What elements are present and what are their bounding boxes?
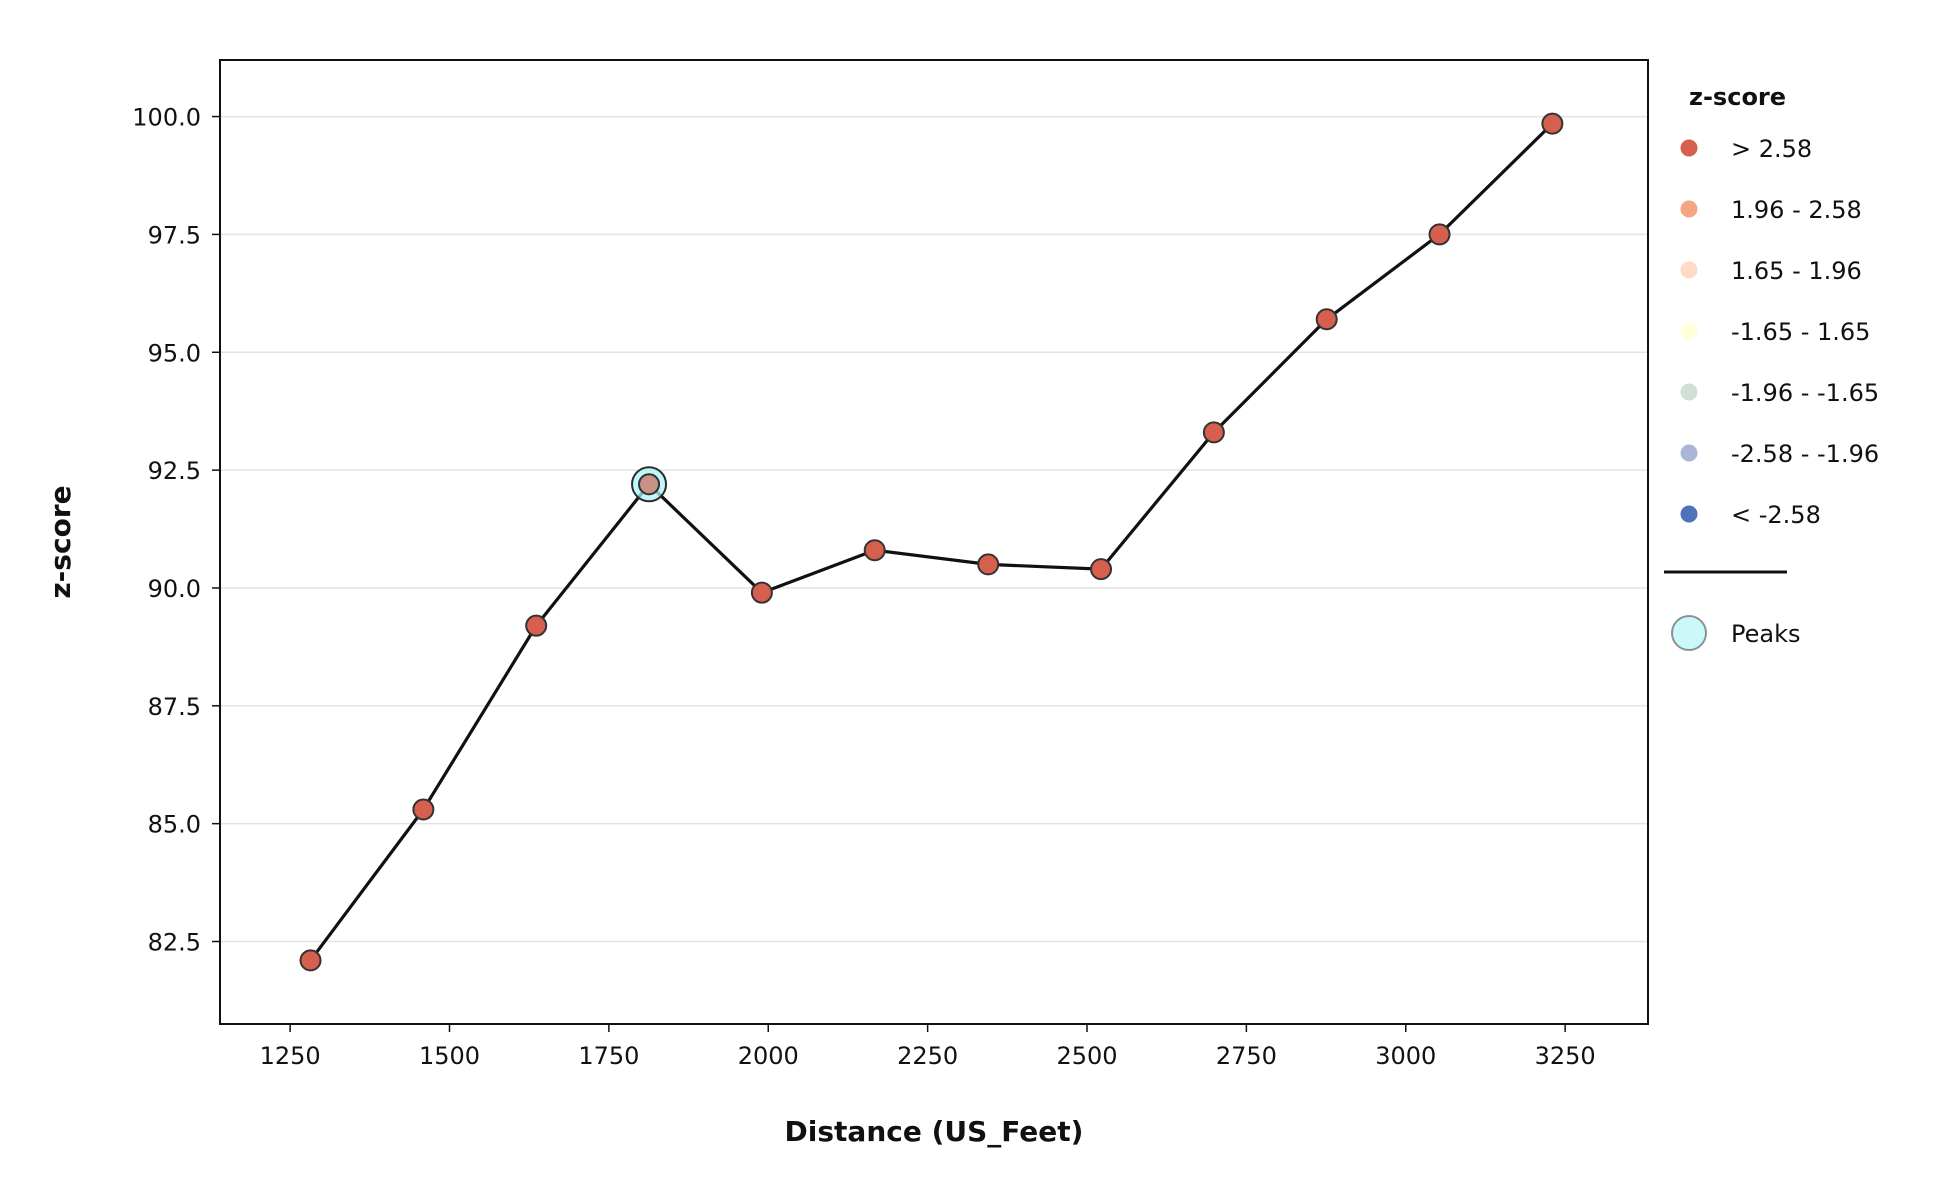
legend-swatch (1680, 383, 1698, 401)
y-tick-label: 100.0 (132, 104, 201, 132)
y-axis-title: z-score (44, 485, 77, 598)
data-point (863, 539, 886, 562)
legend-label: > 2.58 (1731, 135, 1812, 163)
legend-peaks-swatch (1671, 615, 1707, 651)
x-tick-label: 2750 (1216, 1042, 1277, 1070)
peaks-markers (631, 466, 668, 503)
legend-swatch (1680, 139, 1698, 157)
data-point (750, 581, 773, 604)
legend-items: > 2.58 1.96 - 2.58 1.65 - 1.96 -1.65 - 1.65… (1680, 135, 1879, 529)
legend-swatch (1680, 444, 1698, 462)
y-tick-label: 97.5 (148, 221, 201, 249)
data-point (1090, 558, 1113, 581)
legend-swatch (1680, 322, 1698, 340)
x-tick-label: 3250 (1535, 1042, 1596, 1070)
plot-area-frame (219, 59, 1649, 1025)
data-point (977, 553, 1000, 576)
legend-swatch (1680, 505, 1698, 523)
x-tick-label: 2250 (897, 1042, 958, 1070)
legend-peaks-label: Peaks (1731, 620, 1801, 648)
x-axis-title: Distance (US_Feet) (785, 1115, 1084, 1148)
legend-label: -2.58 - -1.96 (1731, 440, 1879, 468)
y-tick-label: 82.5 (148, 929, 201, 957)
peak-point (638, 473, 661, 496)
data-point (299, 949, 322, 972)
x-tick-label: 1750 (578, 1042, 639, 1070)
legend-title: z-score (1689, 83, 1786, 111)
y-tick-label: 95.0 (148, 339, 201, 367)
x-tick-label: 2000 (738, 1042, 799, 1070)
data-point (412, 798, 435, 821)
y-tick-label: 87.5 (148, 693, 201, 721)
legend-label: 1.96 - 2.58 (1731, 196, 1862, 224)
series-line (309, 122, 1554, 962)
y-tick-label: 92.5 (148, 457, 201, 485)
data-point (1315, 308, 1338, 331)
x-axis: 1250 1500 1750 2000 2250 2500 2750 3000 3250 (260, 1024, 1596, 1070)
x-tick-label: 2500 (1056, 1042, 1117, 1070)
grid-lines (220, 115, 1648, 943)
x-tick-label: 1500 (419, 1042, 480, 1070)
y-tick-label: 90.0 (148, 575, 201, 603)
x-tick-label: 1250 (260, 1042, 321, 1070)
legend: z-score > 2.58 1.96 - 2.58 1.65 - 1.96 -1.6… (1664, 83, 1879, 651)
y-axis: 82.5 85.0 87.5 90.0 92.5 95.0 97.5 100.0 (132, 104, 220, 957)
legend-swatch (1680, 261, 1698, 279)
data-point (1541, 112, 1564, 135)
data-point (1428, 223, 1451, 246)
legend-label: -1.65 - 1.65 (1731, 318, 1870, 346)
data-point (1202, 421, 1225, 444)
x-tick-label: 3000 (1375, 1042, 1436, 1070)
legend-label: -1.96 - -1.65 (1731, 379, 1879, 407)
y-tick-label: 85.0 (148, 811, 201, 839)
data-point (525, 614, 548, 637)
legend-label: 1.65 - 1.96 (1731, 257, 1862, 285)
legend-swatch (1680, 200, 1698, 218)
legend-label: < -2.58 (1731, 501, 1821, 529)
